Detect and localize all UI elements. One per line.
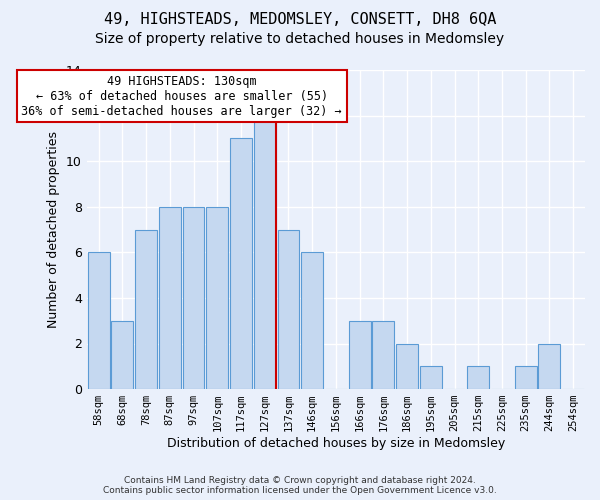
Bar bbox=[538, 344, 560, 389]
Bar bbox=[467, 366, 489, 389]
X-axis label: Distribution of detached houses by size in Medomsley: Distribution of detached houses by size … bbox=[167, 437, 505, 450]
Bar bbox=[396, 344, 418, 389]
Bar bbox=[515, 366, 536, 389]
Bar bbox=[159, 207, 181, 389]
Bar bbox=[112, 320, 133, 389]
Bar bbox=[182, 207, 205, 389]
Bar bbox=[88, 252, 110, 389]
Y-axis label: Number of detached properties: Number of detached properties bbox=[47, 131, 61, 328]
Text: Contains HM Land Registry data © Crown copyright and database right 2024.
Contai: Contains HM Land Registry data © Crown c… bbox=[103, 476, 497, 495]
Bar bbox=[254, 116, 275, 389]
Text: 49, HIGHSTEADS, MEDOMSLEY, CONSETT, DH8 6QA: 49, HIGHSTEADS, MEDOMSLEY, CONSETT, DH8 … bbox=[104, 12, 496, 28]
Bar bbox=[230, 138, 252, 389]
Bar bbox=[301, 252, 323, 389]
Bar bbox=[349, 320, 371, 389]
Bar bbox=[278, 230, 299, 389]
Bar bbox=[135, 230, 157, 389]
Text: 49 HIGHSTEADS: 130sqm
← 63% of detached houses are smaller (55)
36% of semi-deta: 49 HIGHSTEADS: 130sqm ← 63% of detached … bbox=[22, 74, 342, 118]
Bar bbox=[373, 320, 394, 389]
Text: Size of property relative to detached houses in Medomsley: Size of property relative to detached ho… bbox=[95, 32, 505, 46]
Bar bbox=[206, 207, 228, 389]
Bar bbox=[420, 366, 442, 389]
